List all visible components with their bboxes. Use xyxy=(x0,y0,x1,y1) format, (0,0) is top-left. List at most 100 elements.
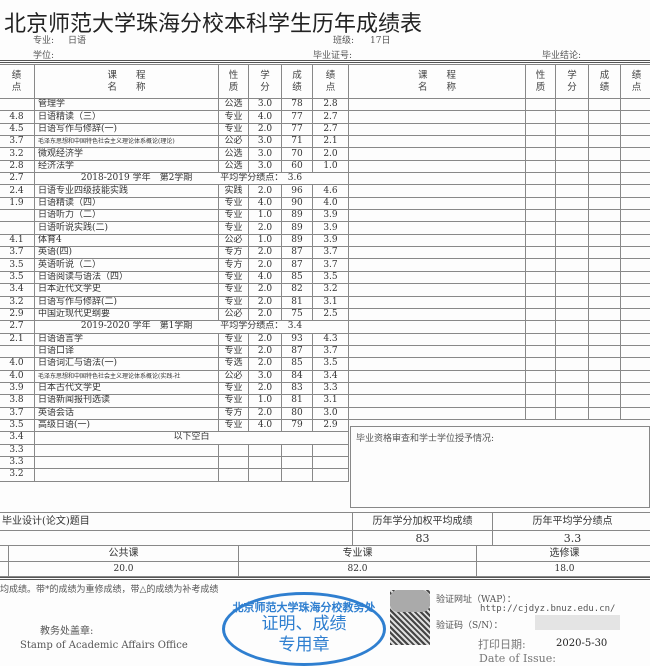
empty-cell xyxy=(620,357,650,371)
empty-cell xyxy=(588,295,621,309)
course-score: 89 xyxy=(281,221,313,235)
elective-value: 18.0 xyxy=(476,561,650,577)
course-name: 管理学 xyxy=(34,97,219,112)
table-row: 3.5 英语听说（二） 专方 2.0 87 3.7 xyxy=(0,258,349,272)
course-type: 专业 xyxy=(218,418,249,433)
course-score xyxy=(281,455,313,470)
empty-cell xyxy=(620,270,650,285)
course-credit: 1.0 xyxy=(248,209,282,223)
table-row: 3.3 xyxy=(0,455,349,470)
table-row: 3.5 高级日语(一) 专业 4.0 79 2.9 xyxy=(0,418,349,433)
course-type: 公必 xyxy=(218,307,249,322)
empty-cell xyxy=(348,196,526,211)
empty-cell xyxy=(620,209,650,223)
empty-cell xyxy=(588,258,621,272)
qr-code xyxy=(390,590,430,645)
empty-cell xyxy=(348,307,526,322)
course-gp: 3.7 xyxy=(312,258,349,272)
empty-cell xyxy=(348,357,526,371)
course-credit: 4.0 xyxy=(248,270,282,285)
print-date-label: 打印日期: xyxy=(478,638,526,651)
empty-row xyxy=(348,135,650,149)
left-gpa-cell: 2.1 xyxy=(0,332,35,346)
right-grades-table: 课 程 名 称 性 质 学 分 成 绩 绩 点 xyxy=(348,64,650,420)
empty-cell xyxy=(620,196,650,211)
table-row: 3.9 日本古代文学史 专业 2.0 83 3.3 xyxy=(0,381,349,396)
table-row: 4.8 日语精读（三） 专业 4.0 77 2.7 xyxy=(0,110,349,124)
empty-cell xyxy=(620,184,650,198)
course-name: 日语写作与修辞(一) xyxy=(34,122,219,137)
empty-cell xyxy=(555,394,589,408)
left-gpa-cell: 3.7 xyxy=(0,246,35,260)
review-box: 毕业资格审查和学士学位授予情况: xyxy=(350,426,650,508)
course-name xyxy=(34,455,219,470)
empty-cell xyxy=(620,233,650,248)
course-credit: 3.0 xyxy=(248,135,282,149)
course-credit: 4.0 xyxy=(248,110,282,124)
course-gp: 1.0 xyxy=(312,159,349,174)
left-gpa-cell: 4.5 xyxy=(0,122,35,137)
course-name: 日本近代文学史 xyxy=(34,283,219,297)
empty-cell xyxy=(348,209,526,223)
course-gp xyxy=(312,443,349,457)
table-header: 绩 点 课 程 名 称 性 质 学 分 成 绩 绩 点 xyxy=(0,64,349,99)
empty-cell xyxy=(588,307,621,322)
table-row: 2.7 2019-2020 学年 第1学期 平均学分绩点： 3.4 xyxy=(0,320,349,334)
course-gp: 3.9 xyxy=(312,221,349,235)
empty-cell xyxy=(620,172,650,186)
left-gpa-cell: 3.4 xyxy=(0,431,35,445)
course-gp: 3.1 xyxy=(312,394,349,408)
empty-cell xyxy=(525,369,556,383)
verify-url: http://cjdyz.bnuz.edu.cn/ xyxy=(480,604,616,614)
empty-cell xyxy=(348,221,526,235)
elective-label: 选修课 xyxy=(476,545,650,562)
course-type: 专方 xyxy=(218,406,249,420)
header-credit: 学 分 xyxy=(555,64,589,99)
table-row: 2.7 2018-2019 学年 第2学期 平均学分绩点： 3.6 xyxy=(0,172,349,186)
left-gpa-cell: 3.3 xyxy=(0,443,35,457)
course-credit: 2.0 xyxy=(248,295,282,309)
left-gpa-cell: 4.0 xyxy=(0,369,35,383)
empty-row xyxy=(348,258,650,272)
empty-cell xyxy=(525,307,556,322)
left-gpa-cell: 3.7 xyxy=(0,135,35,149)
conclusion-label: 毕业结论: xyxy=(542,51,582,61)
empty-cell xyxy=(348,233,526,248)
empty-cell xyxy=(620,344,650,359)
top-divider xyxy=(0,60,650,63)
course-type: 专业 xyxy=(218,381,249,396)
semester-avg-gpa: 平均学分绩点： 3.4 xyxy=(220,321,303,332)
course-score: 89 xyxy=(281,233,313,248)
course-gp xyxy=(312,468,349,482)
course-credit: 2.0 xyxy=(248,122,282,137)
left-gpa-cell: 3.5 xyxy=(0,258,35,272)
empty-cell xyxy=(348,184,526,198)
stamp-arc-text: 北京师范大学珠海分校教务处 xyxy=(232,601,376,614)
empty-cell xyxy=(348,172,526,186)
course-score xyxy=(281,468,313,482)
empty-row xyxy=(348,110,650,124)
empty-cell xyxy=(525,270,556,285)
course-type: 专业 xyxy=(218,344,249,359)
course-credit: 1.0 xyxy=(248,394,282,408)
major-value: 日语 xyxy=(68,36,87,46)
course-gp: 3.2 xyxy=(312,283,349,297)
empty-row xyxy=(348,172,650,186)
course-type: 专业 xyxy=(218,270,249,285)
header-gp: 绩 点 xyxy=(620,64,650,99)
header-type: 性 质 xyxy=(525,64,556,99)
course-gp: 3.9 xyxy=(312,233,349,248)
empty-cell xyxy=(348,246,526,260)
course-name: 高级日语(一) xyxy=(34,418,219,433)
empty-cell xyxy=(588,369,621,383)
stamp-line2: 专用章 xyxy=(278,635,330,655)
empty-cell xyxy=(348,97,526,112)
course-credit: 3.0 xyxy=(248,159,282,174)
table-row: 2.8 经济法学 公选 3.0 60 1.0 xyxy=(0,159,349,174)
empty-cell xyxy=(348,332,526,346)
empty-row xyxy=(348,320,650,334)
empty-cell xyxy=(348,110,526,124)
course-credit: 3.0 xyxy=(248,147,282,161)
left-gpa-cell: 2.8 xyxy=(0,159,35,174)
table-row: 3.5 日语阅读与语法（四） 专业 4.0 85 3.5 xyxy=(0,270,349,285)
